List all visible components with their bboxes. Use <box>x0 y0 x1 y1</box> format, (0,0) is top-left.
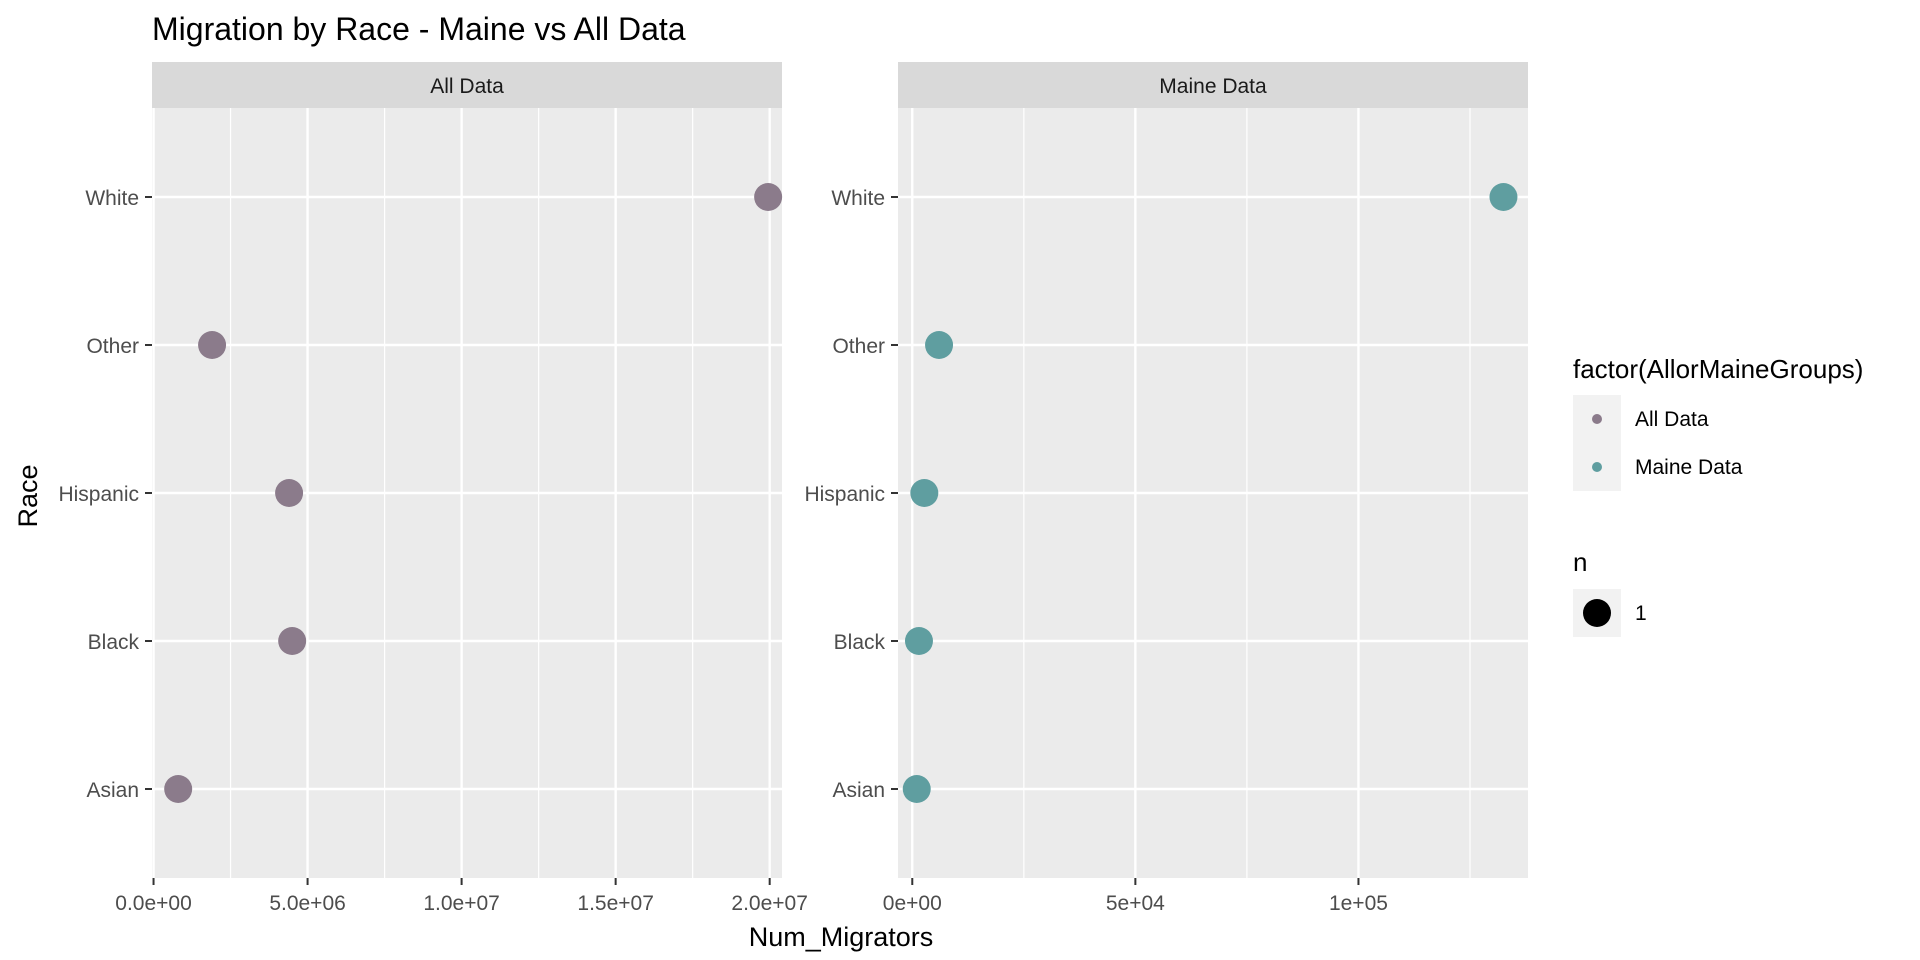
x-tick-label: 1.0e+07 <box>423 892 500 915</box>
y-tick-label: Asian <box>832 779 885 802</box>
data-point <box>278 627 307 655</box>
x-tick-label: 0e+00 <box>883 892 942 915</box>
legend-label: 1 <box>1635 602 1647 625</box>
data-point <box>910 479 939 507</box>
legend-label: Maine Data <box>1635 456 1743 479</box>
legends: factor(AllorMaineGroups) All Data Maine Da… <box>1573 354 1863 637</box>
facet-strip-label: Maine Data <box>1159 75 1267 98</box>
panels: All Data Asian Black Hispanic Other White 0.0e… <box>58 62 1528 915</box>
data-point <box>164 775 193 803</box>
legend-swatch <box>1583 599 1611 627</box>
data-point <box>198 331 227 359</box>
facet-panel: All Data Asian Black Hispanic Other White 0.0e… <box>58 62 808 915</box>
y-tick-label: Other <box>832 335 885 358</box>
facet-strip <box>898 62 1528 108</box>
data-point <box>902 775 931 803</box>
y-tick-label: Hispanic <box>804 483 885 506</box>
x-tick-label: 1.5e+07 <box>577 892 654 915</box>
y-tick-label: Other <box>86 335 139 358</box>
facet-strip <box>152 62 782 108</box>
y-tick-label: White <box>831 187 885 210</box>
color-legend: factor(AllorMaineGroups) All Data Maine Da… <box>1573 354 1863 491</box>
x-tick-label: 5.0e+06 <box>269 892 346 915</box>
x-tick-label: 2.0e+07 <box>731 892 808 915</box>
y-tick-label: Asian <box>86 779 139 802</box>
data-point <box>925 331 954 359</box>
data-point <box>1489 183 1518 211</box>
y-axis-title: Race <box>13 464 43 527</box>
data-point <box>275 479 304 507</box>
data-point <box>754 183 783 211</box>
chart-title: Migration by Race - Maine vs All Data <box>152 11 686 47</box>
data-point <box>904 627 933 655</box>
x-tick-label: 1e+05 <box>1329 892 1388 915</box>
legend-label: All Data <box>1635 408 1709 431</box>
y-tick-label: White <box>85 187 139 210</box>
x-tick-label: 0.0e+00 <box>115 892 192 915</box>
legend-swatch <box>1592 414 1602 424</box>
legend-swatch <box>1592 462 1602 472</box>
x-axis-title: Num_Migrators <box>749 922 934 952</box>
y-tick-label: Black <box>88 631 140 654</box>
facet-panel: Maine Data Asian Black Hispanic Other White 0e… <box>804 62 1528 915</box>
x-tick-label: 5e+04 <box>1106 892 1165 915</box>
y-tick-label: Hispanic <box>58 483 139 506</box>
legend-title: n <box>1573 547 1587 577</box>
facet-strip-label: All Data <box>430 75 504 98</box>
legend-title: factor(AllorMaineGroups) <box>1573 354 1863 384</box>
size-legend: n1 <box>1573 547 1647 637</box>
y-tick-label: Black <box>834 631 886 654</box>
